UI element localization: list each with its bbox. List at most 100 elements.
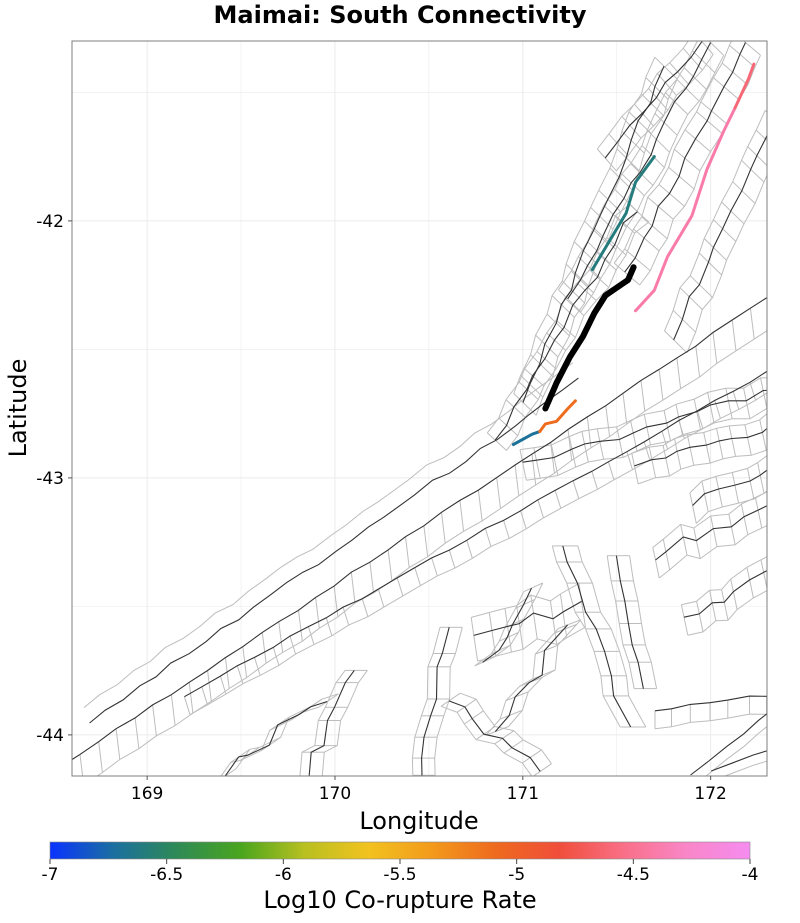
fault-outline-rung [643,441,651,460]
fault-outline-rung [749,382,757,401]
fault-outline-rung [607,461,615,480]
fault-outline-rung [554,629,564,634]
fault-outline-rung [609,167,620,178]
colorbar-tick-label: -6.5 [150,865,183,885]
fault-trace [494,624,569,732]
fault-outline-rung [471,710,484,720]
fault-outline-rung [747,437,752,456]
fault-outline-rung [604,157,617,172]
fault-outline-rung [495,726,509,733]
fault-outline-rung [554,339,567,351]
fault-outline-rung [201,686,208,705]
fault-outline-rung [239,754,249,761]
fault-outline-rung [464,698,477,708]
fault-outline-rung [630,163,641,174]
fault-outline-edge [629,555,658,689]
fault-outline-rung [713,247,727,261]
fault-outline-rung [506,424,519,436]
fault-outline-rung [669,62,678,73]
gridlines [72,41,767,776]
fault-outline-rung [503,520,510,539]
fault-outline-rung [759,475,765,494]
fault-outline-rung [760,559,765,573]
fault-outline-rung [310,698,323,708]
fault-outline-rung [568,436,573,450]
fault-outline-rung [637,211,650,223]
connected-fault-4 [733,62,756,110]
fault-outline-edge [83,362,574,708]
fault-outline-rung [676,357,682,389]
fault-outline-rung [710,515,714,529]
fault-outline-rung [721,62,734,73]
fault-outline-rung [749,308,755,340]
fault-outline-edge [681,556,767,606]
fault-outline-rung [745,42,761,56]
fault-outline-rung [715,476,720,490]
fault-outline-rung [721,201,732,212]
fault-outline-rung [590,206,601,217]
fault-outline-rung [593,229,608,244]
fault-outline-rung [278,621,284,653]
fault-outline-rung [613,262,626,273]
fault-outline-rung [612,214,627,228]
fault-outline-rung [762,390,767,409]
fault-outline-rung [546,332,555,341]
fault-outline-rung [448,692,461,702]
fault-outline-edge [631,412,767,454]
fault-outline-rung [703,238,714,248]
fault-outline-rung [530,354,541,365]
fault-outline-rung [621,173,632,184]
fault-outline-rung [757,509,763,529]
fault-outline-rung [722,228,737,242]
fault-outline-rung [486,432,496,441]
fault-outline-rung [688,296,703,310]
fault-outline-rung [544,358,557,370]
fault-outline-rung [643,414,648,428]
connected-fault-1 [538,399,577,434]
fault-outline-rung [567,429,573,461]
fault-outline-rung [718,440,724,460]
fault-outline-rung [713,219,723,230]
fault-outline-rung [261,632,267,664]
fault-outline-rung [325,617,333,636]
fault-outline-rung [730,210,745,225]
fault-outline-rung [778,462,782,480]
fault-outline-rung [506,632,519,639]
fault-outline-rung [63,766,67,797]
fault-outline-rung [387,549,393,581]
fault-outline-rung [298,610,303,642]
fault-outline-rung [680,604,685,618]
fault-outline-rung [524,368,533,377]
fault-outline-rung [665,551,671,570]
fault-outline-rung [680,524,684,538]
fault-outline-rung [563,623,577,630]
fault-outline-rung [731,438,737,457]
fault-trace [624,42,746,273]
connected-fault-2 [590,155,656,272]
fault-outline-rung [503,747,513,754]
x-tick-label: 171 [507,784,539,804]
fault-outline-rung [599,441,605,460]
fault-outline-rung [749,579,754,599]
fault-outline-rung [567,298,582,313]
colorbar-tick-label: -4 [742,865,759,885]
fault-outline-rung [727,400,733,419]
fault-trace [711,750,767,772]
fault-outline-rung [696,411,702,430]
fault-trace [522,389,767,463]
fault-outline-edge [705,725,767,776]
fault-outline-rung [741,159,752,170]
fault-outline-rung [414,567,421,586]
fault-outline-rung [571,448,577,468]
fault-outline-rung [740,503,745,517]
fault-outline-rung [682,47,692,58]
fault-outline-rung [654,56,665,67]
fault-outline-rung [441,512,446,544]
fault-trace [421,627,450,776]
fault-outline-rung [522,402,537,416]
fault-outline-rung [699,284,713,298]
fault-outline-rung [774,423,778,441]
fault-trace [184,370,767,698]
fault-outline-rung [696,410,704,429]
